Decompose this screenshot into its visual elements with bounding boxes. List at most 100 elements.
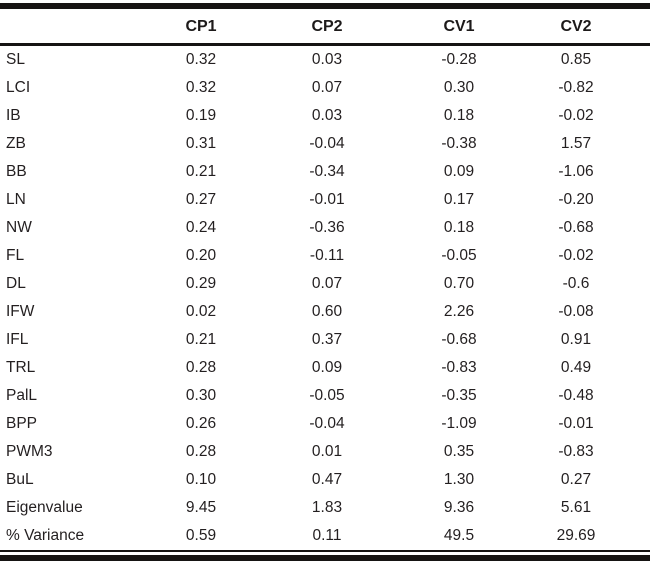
cell-cv1: -0.35 — [441, 387, 477, 404]
row-label: TRL — [6, 359, 36, 376]
cell-cp2: -0.36 — [309, 219, 345, 236]
cell-cv2: -0.6 — [562, 275, 590, 292]
cell-cv1: -0.05 — [441, 247, 477, 264]
cell-cv1: -0.83 — [441, 359, 477, 376]
cell-cp1: 0.29 — [185, 275, 217, 292]
row-label: LCI — [6, 79, 31, 96]
table-row: % Variance 0.59 0.11 49.5 29.69 — [0, 522, 650, 551]
cell-cv2: -1.06 — [558, 163, 594, 180]
table-row: PalL 0.30 -0.05 -0.35 -0.48 — [0, 382, 650, 410]
cell-cv2: 5.61 — [560, 499, 592, 516]
cell-cv2: -0.02 — [558, 247, 594, 264]
top-rule — [0, 3, 650, 9]
cell-cv2: 0.91 — [560, 331, 592, 348]
cell-cp1: 0.32 — [185, 51, 217, 68]
cell-cv2: 1.57 — [560, 135, 592, 152]
row-label: % Variance — [6, 527, 85, 544]
row-label: ZB — [6, 135, 26, 152]
table-row: IFW 0.02 0.60 2.26 -0.08 — [0, 298, 650, 326]
column-header-cv2: CV2 — [560, 18, 592, 35]
cell-cv2: -0.02 — [558, 107, 594, 124]
row-label: SL — [6, 51, 25, 68]
cell-cp1: 0.02 — [185, 303, 217, 320]
cell-cv2: 0.27 — [560, 471, 592, 488]
cell-cp2: 0.60 — [311, 303, 343, 320]
table-row: Eigenvalue 9.45 1.83 9.36 5.61 — [0, 494, 650, 522]
row-label: IFL — [6, 331, 29, 348]
cell-cv2: 0.49 — [560, 359, 592, 376]
cell-cv1: 1.30 — [443, 471, 475, 488]
cell-cv1: 0.18 — [443, 107, 475, 124]
table-row: BPP 0.26 -0.04 -1.09 -0.01 — [0, 410, 650, 438]
cell-cp1: 9.45 — [185, 499, 217, 516]
header-row: CP1 CP2 CV1 CV2 — [0, 9, 650, 45]
table-row: LCI 0.32 0.07 0.30 -0.82 — [0, 74, 650, 102]
cell-cv2: -0.08 — [558, 303, 594, 320]
cell-cp2: 0.07 — [311, 79, 343, 96]
cell-cv2: -0.20 — [558, 191, 594, 208]
cell-cp2: -0.01 — [309, 191, 345, 208]
column-header-cv1: CV1 — [443, 18, 475, 35]
cell-cv2: -0.68 — [558, 219, 594, 236]
cell-cp1: 0.24 — [185, 219, 217, 236]
cell-cp2: -0.11 — [309, 247, 345, 264]
cell-cv1: 0.35 — [443, 443, 475, 460]
cell-cp1: 0.30 — [185, 387, 217, 404]
cell-cp2: 0.01 — [311, 443, 343, 460]
table-row: DL 0.29 0.07 0.70 -0.6 — [0, 270, 650, 298]
row-label-header — [0, 9, 138, 45]
cell-cv1: 2.26 — [443, 303, 475, 320]
cell-cp1: 0.10 — [185, 471, 217, 488]
cell-cv1: 9.36 — [443, 499, 475, 516]
cell-cp2: 1.83 — [311, 499, 343, 516]
cell-cv1: -1.09 — [441, 415, 477, 432]
row-label: PWM3 — [6, 443, 53, 460]
loadings-table: CP1 CP2 CV1 CV2 SL 0.32 0.03 -0.28 0.85 … — [0, 9, 650, 552]
table-row: ZB 0.31 -0.04 -0.38 1.57 — [0, 130, 650, 158]
bottom-rule — [0, 555, 650, 561]
cell-cp2: -0.34 — [309, 163, 345, 180]
table-row: PWM3 0.28 0.01 0.35 -0.83 — [0, 438, 650, 466]
cell-cp2: 0.11 — [312, 527, 342, 544]
row-label: FL — [6, 247, 25, 264]
cell-cv2: -0.83 — [558, 443, 594, 460]
cell-cp1: 0.31 — [185, 135, 217, 152]
row-label: PalL — [6, 387, 38, 404]
table-row: SL 0.32 0.03 -0.28 0.85 — [0, 45, 650, 75]
cell-cp1: 0.59 — [185, 527, 217, 544]
cell-cv2: -0.82 — [558, 79, 594, 96]
cell-cv1: 0.70 — [443, 275, 475, 292]
cell-cv1: 0.18 — [443, 219, 475, 236]
cell-cp1: 0.26 — [185, 415, 217, 432]
table-row: IB 0.19 0.03 0.18 -0.02 — [0, 102, 650, 130]
row-label: DL — [6, 275, 26, 292]
cell-cp1: 0.21 — [185, 331, 217, 348]
cell-cv1: -0.68 — [441, 331, 477, 348]
cell-cv2: -0.01 — [558, 415, 594, 432]
row-label: BuL — [6, 471, 34, 488]
cell-cp1: 0.32 — [185, 79, 217, 96]
row-label: IFW — [6, 303, 35, 320]
cell-cv1: 49.5 — [443, 527, 475, 544]
table-row: NW 0.24 -0.36 0.18 -0.68 — [0, 214, 650, 242]
cell-cp2: 0.03 — [311, 107, 343, 124]
cell-cp2: 0.09 — [311, 359, 343, 376]
cell-cv2: 0.85 — [560, 51, 592, 68]
table-row: TRL 0.28 0.09 -0.83 0.49 — [0, 354, 650, 382]
cell-cp2: -0.04 — [309, 415, 345, 432]
row-label: BPP — [6, 415, 38, 432]
row-label: NW — [6, 219, 32, 236]
table-row: BuL 0.10 0.47 1.30 0.27 — [0, 466, 650, 494]
cell-cv1: 0.17 — [443, 191, 475, 208]
row-label: LN — [6, 191, 26, 208]
table-row: BB 0.21 -0.34 0.09 -1.06 — [0, 158, 650, 186]
cell-cp2: 0.47 — [311, 471, 343, 488]
column-header-cp2: CP2 — [311, 18, 343, 35]
cell-cp1: 0.19 — [185, 107, 217, 124]
cell-cp1: 0.21 — [185, 163, 217, 180]
cell-cp2: -0.05 — [309, 387, 345, 404]
cell-cv1: 0.30 — [443, 79, 475, 96]
cell-cp1: 0.27 — [185, 191, 217, 208]
cell-cp2: 0.07 — [311, 275, 343, 292]
